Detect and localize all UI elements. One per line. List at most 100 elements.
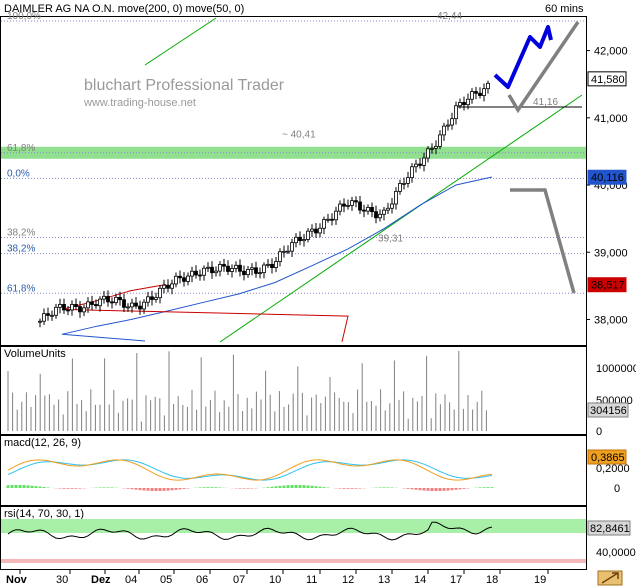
candle-body: [62, 304, 66, 311]
candle-body: [346, 204, 350, 207]
candle-body: [90, 301, 94, 305]
candle-body: [466, 98, 470, 106]
x-axis-label: 30: [56, 574, 68, 586]
candle-body: [210, 266, 214, 274]
candle-body: [298, 236, 302, 242]
x-axis-label: 05: [160, 574, 172, 586]
rsi-line: [7, 521, 493, 541]
candle-body: [450, 118, 454, 126]
price-annotation: 39,31: [378, 233, 403, 244]
candle-body: [158, 287, 162, 299]
candle-body: [310, 228, 314, 232]
candle-body: [242, 270, 246, 276]
candle-body: [430, 147, 434, 150]
candle-body: [130, 302, 134, 308]
candle-body: [94, 304, 98, 307]
fib-level-label: 61,8%: [7, 143, 35, 154]
price-axis-label: 42,000: [594, 46, 628, 58]
candle-body: [42, 313, 46, 322]
candle-body: [110, 301, 114, 304]
candle-body: [314, 228, 318, 234]
x-axis-label: 11: [306, 574, 317, 586]
candle-body: [186, 275, 190, 282]
candle-body: [154, 297, 158, 300]
candle-body: [486, 82, 490, 90]
x-axis-label: Dez: [91, 574, 111, 586]
macd-line: [7, 459, 493, 481]
candle-body: [330, 218, 334, 221]
x-axis-label: 12: [342, 574, 354, 586]
trendline-top: [144, 17, 217, 66]
projection-down-line: [510, 188, 576, 294]
fib-level-label: 0,0%: [7, 168, 30, 179]
candle-body: [182, 277, 186, 282]
macd-badge-box: [587, 449, 627, 465]
candle-body: [350, 200, 354, 206]
fib-level-label: 100,0%: [7, 11, 41, 22]
candle-body: [274, 261, 278, 268]
price-annotation: 42,44: [437, 11, 462, 22]
candle-body: [462, 102, 466, 106]
candle-body: [146, 296, 150, 303]
candle-body: [470, 91, 474, 100]
candle-body: [286, 250, 290, 253]
fib-level-label: 38,2%: [7, 227, 35, 238]
candle-body: [118, 296, 122, 301]
candle-body: [370, 206, 374, 213]
candle-body: [258, 272, 262, 275]
candle-body: [134, 302, 138, 307]
rsi-oversold-band: [1, 559, 586, 563]
x-axis-label: 10: [269, 574, 281, 586]
fib-level-label: 61,8%: [7, 283, 35, 294]
price-badge-box: [587, 169, 627, 185]
candle-body: [222, 264, 226, 267]
candle-body: [162, 284, 166, 289]
candle-body: [58, 304, 62, 308]
candle-body: [234, 264, 238, 269]
volume-badge-box: [587, 402, 629, 418]
expand-corner-icon[interactable]: [597, 570, 623, 586]
candle-body: [374, 211, 378, 219]
candle-body: [54, 306, 58, 316]
candle-body: [454, 105, 458, 120]
candle-body: [334, 210, 338, 221]
rsi-axis-label: 40,0000: [596, 547, 636, 559]
projection-alt-line: [507, 21, 580, 114]
macd-signal-line: [7, 459, 493, 481]
candle-body: [282, 250, 286, 253]
candle-body: [262, 264, 266, 274]
watermark-title: bluchart Professional Trader: [84, 77, 285, 94]
candle-body: [382, 209, 386, 215]
x-axis-label: 06: [196, 574, 208, 586]
price-axis-label: 41,000: [594, 113, 628, 125]
candle-body: [74, 304, 78, 307]
price-badge: 40,116: [591, 172, 624, 184]
price-annotation: 41,16: [533, 97, 558, 108]
candle-body: [126, 306, 130, 309]
main-panel-frame: [0, 16, 587, 346]
candle-body: [150, 296, 154, 300]
candle-body: [362, 209, 366, 212]
candle-body: [278, 251, 282, 262]
candle-body: [390, 203, 394, 209]
interval-label: 60 mins: [545, 3, 584, 15]
candle-body: [138, 305, 142, 310]
candle-body: [474, 91, 478, 94]
candle-body: [38, 320, 42, 323]
x-axis-label: Nov: [6, 574, 28, 586]
candle-body: [290, 242, 294, 252]
macd-axis-label: 0: [614, 483, 620, 495]
candle-body: [218, 264, 222, 272]
candle-body: [394, 190, 398, 205]
candle-body: [366, 206, 370, 212]
rsi-panel-title: rsi(14, 70, 30, 1): [4, 508, 84, 520]
candle-body: [434, 145, 438, 149]
candle-body: [230, 268, 234, 272]
macd-axis-label: 0,2000: [596, 463, 630, 475]
candle-body: [254, 267, 258, 274]
candle-body: [66, 309, 70, 312]
candle-body: [78, 306, 82, 313]
candle-body: [86, 301, 90, 309]
x-axis-label: 13: [378, 574, 390, 586]
candle-body: [322, 219, 326, 229]
